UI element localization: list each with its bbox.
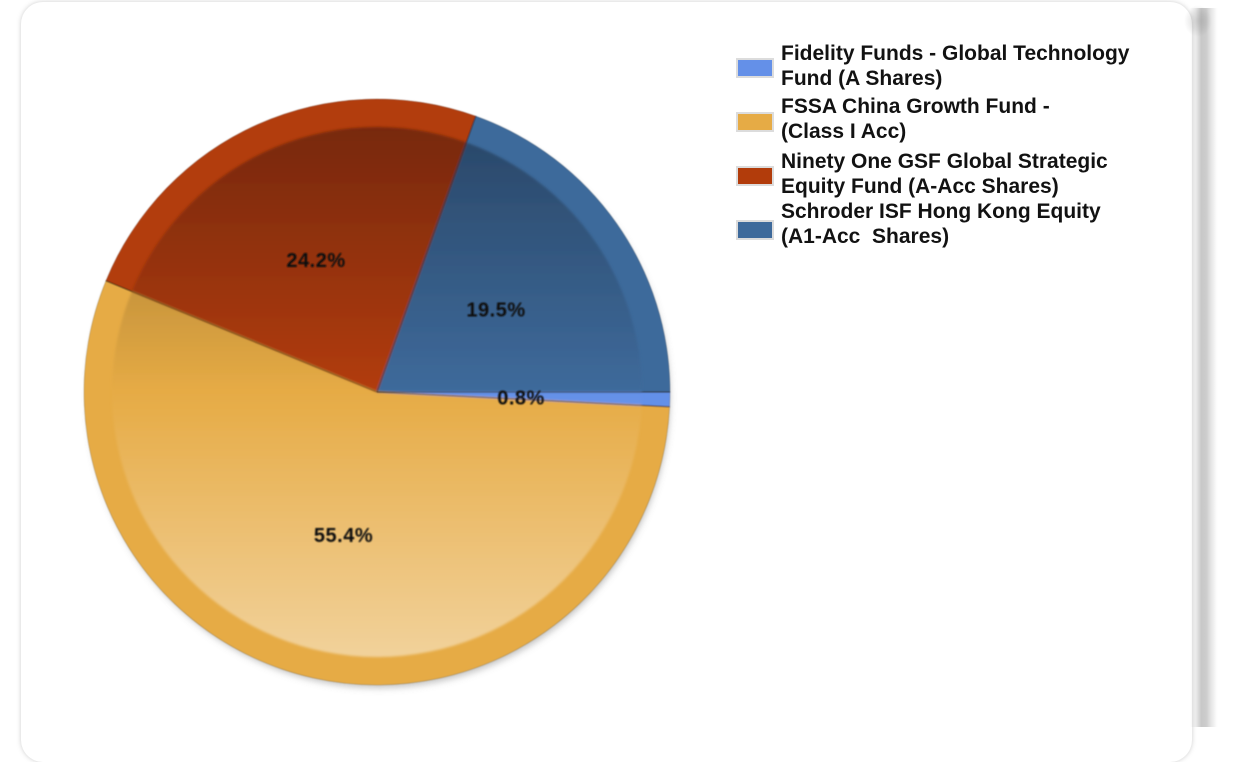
svg-text:19.5%: 19.5% — [466, 300, 525, 322]
svg-text:24.2%: 24.2% — [286, 250, 345, 272]
svg-text:55.4%: 55.4% — [314, 525, 373, 547]
svg-text:0.8%: 0.8% — [497, 388, 545, 410]
